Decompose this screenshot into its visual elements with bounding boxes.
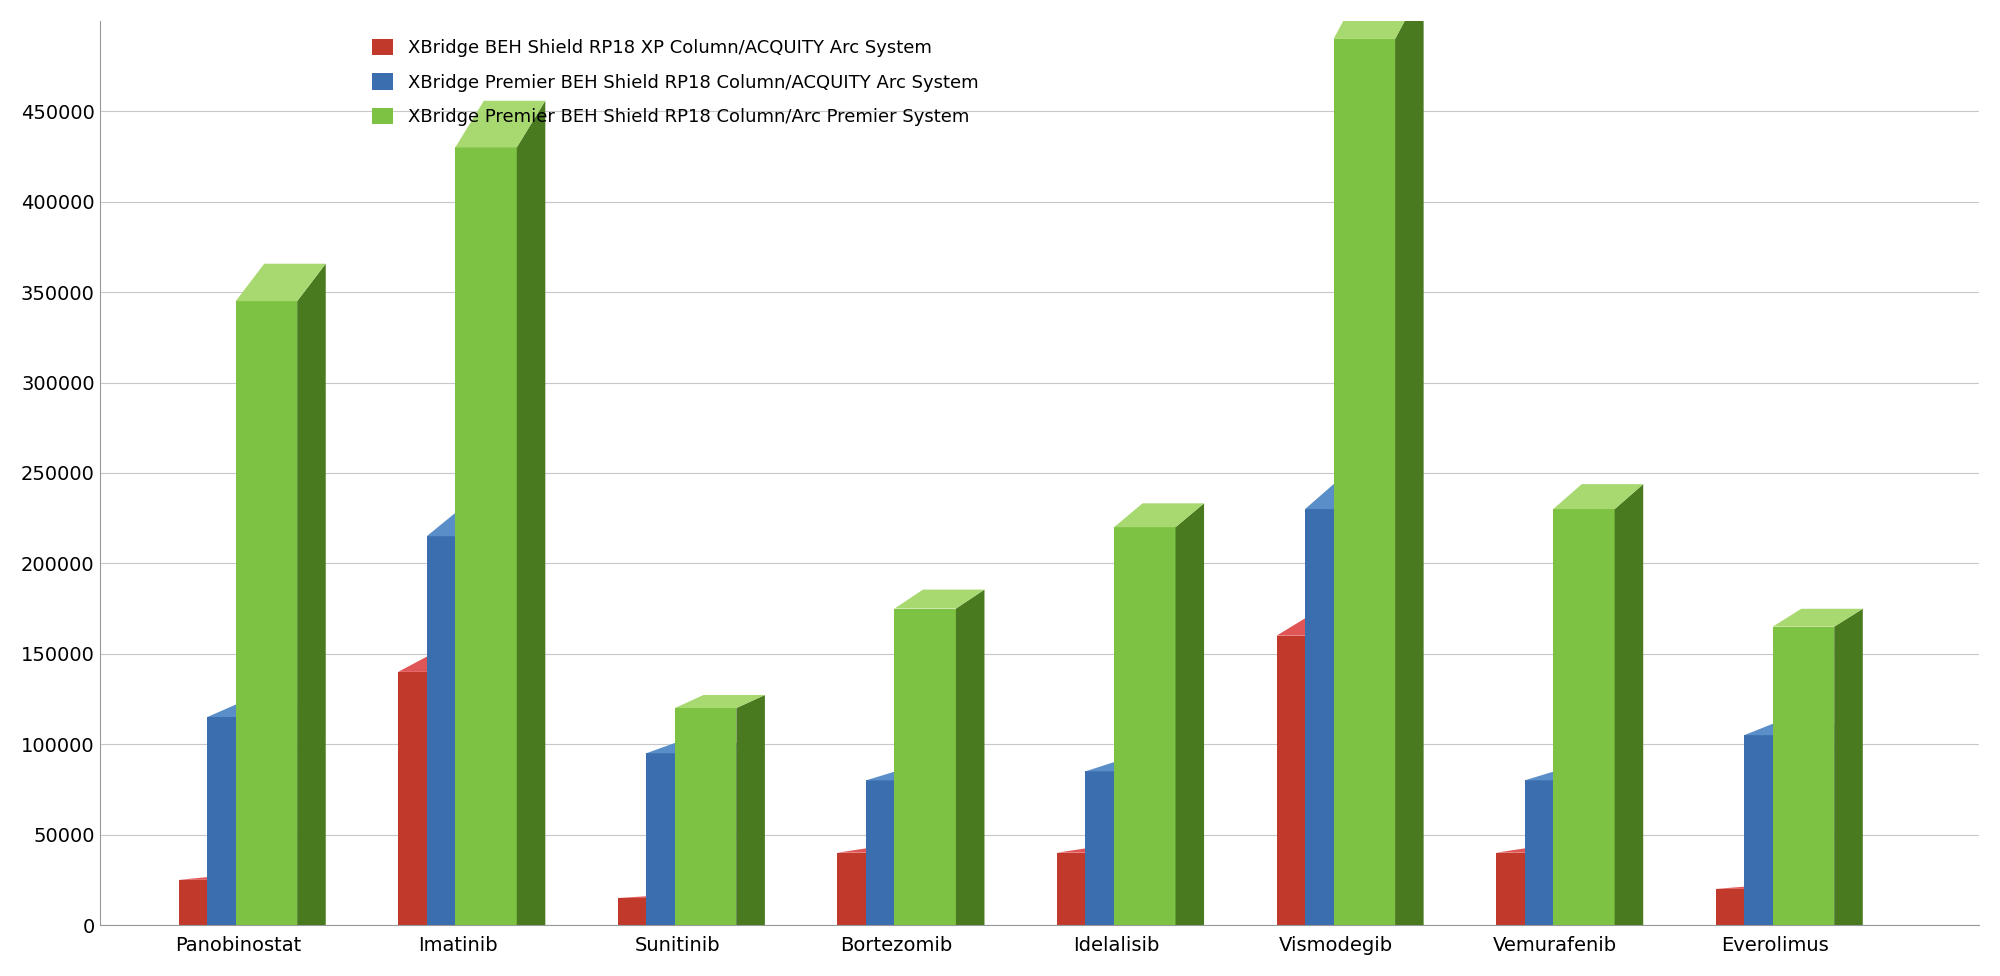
Polygon shape xyxy=(618,896,708,898)
Polygon shape xyxy=(1366,484,1396,925)
Polygon shape xyxy=(1834,609,1862,925)
Polygon shape xyxy=(838,848,928,853)
Polygon shape xyxy=(1276,635,1338,925)
Polygon shape xyxy=(1176,504,1204,925)
Polygon shape xyxy=(1614,484,1644,925)
Polygon shape xyxy=(928,772,956,925)
Polygon shape xyxy=(898,848,928,925)
Polygon shape xyxy=(1586,772,1614,925)
Polygon shape xyxy=(1554,484,1644,509)
Polygon shape xyxy=(1118,848,1146,925)
Polygon shape xyxy=(456,147,516,925)
Polygon shape xyxy=(1276,619,1366,635)
Polygon shape xyxy=(208,717,268,925)
Polygon shape xyxy=(1114,527,1176,925)
Polygon shape xyxy=(1716,889,1778,925)
Polygon shape xyxy=(674,708,736,925)
Polygon shape xyxy=(894,609,956,925)
Polygon shape xyxy=(178,879,240,925)
Polygon shape xyxy=(1524,781,1586,925)
Legend: XBridge BEH Shield RP18 XP Column/ACQUITY Arc System, XBridge Premier BEH Shield: XBridge BEH Shield RP18 XP Column/ACQUIT… xyxy=(372,39,978,126)
Polygon shape xyxy=(1306,484,1396,509)
Polygon shape xyxy=(1772,627,1834,925)
Polygon shape xyxy=(268,705,298,925)
Polygon shape xyxy=(1334,39,1396,925)
Polygon shape xyxy=(956,590,984,925)
Polygon shape xyxy=(298,264,326,925)
Polygon shape xyxy=(398,657,488,671)
Polygon shape xyxy=(1056,848,1146,853)
Polygon shape xyxy=(894,590,984,609)
Polygon shape xyxy=(236,302,298,925)
Polygon shape xyxy=(1146,762,1176,925)
Polygon shape xyxy=(736,695,764,925)
Polygon shape xyxy=(838,853,898,925)
Polygon shape xyxy=(674,695,764,708)
Polygon shape xyxy=(236,264,326,302)
Polygon shape xyxy=(426,513,516,536)
Polygon shape xyxy=(1086,762,1176,771)
Polygon shape xyxy=(240,877,268,925)
Polygon shape xyxy=(866,772,956,781)
Polygon shape xyxy=(488,513,516,925)
Polygon shape xyxy=(1524,772,1614,781)
Polygon shape xyxy=(1744,735,1806,925)
Polygon shape xyxy=(1716,887,1806,889)
Polygon shape xyxy=(1554,509,1614,925)
Polygon shape xyxy=(178,877,268,879)
Polygon shape xyxy=(1338,619,1366,925)
Polygon shape xyxy=(1114,504,1204,527)
Polygon shape xyxy=(680,896,708,925)
Polygon shape xyxy=(866,781,928,925)
Polygon shape xyxy=(1086,771,1146,925)
Polygon shape xyxy=(208,705,298,717)
Polygon shape xyxy=(1496,848,1586,853)
Polygon shape xyxy=(426,536,488,925)
Polygon shape xyxy=(618,898,680,925)
Polygon shape xyxy=(1744,724,1834,735)
Polygon shape xyxy=(1056,853,1118,925)
Polygon shape xyxy=(456,101,546,147)
Polygon shape xyxy=(398,671,460,925)
Polygon shape xyxy=(1806,724,1834,925)
Polygon shape xyxy=(1778,887,1806,925)
Polygon shape xyxy=(1772,609,1862,627)
Polygon shape xyxy=(460,657,488,925)
Polygon shape xyxy=(1496,853,1558,925)
Polygon shape xyxy=(516,101,546,925)
Polygon shape xyxy=(646,743,736,753)
Polygon shape xyxy=(646,753,708,925)
Polygon shape xyxy=(1334,0,1424,39)
Polygon shape xyxy=(1558,848,1586,925)
Polygon shape xyxy=(1306,509,1366,925)
Polygon shape xyxy=(1396,0,1424,925)
Polygon shape xyxy=(708,743,736,925)
